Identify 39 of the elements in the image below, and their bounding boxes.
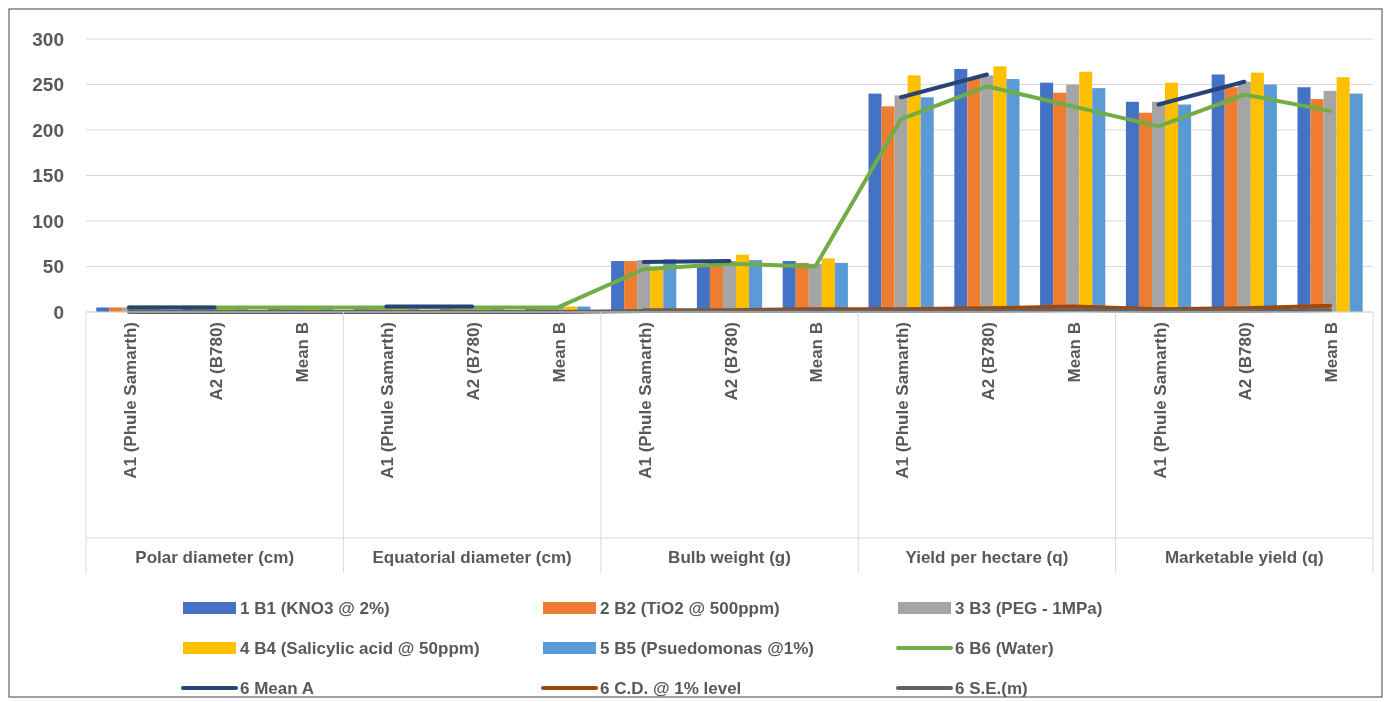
text: Marketable yield (q) (1164, 548, 1324, 567)
legend-label: 5 B5 (Psuedomonas @1%) (600, 638, 815, 658)
y-tick-label: 300 (32, 28, 64, 50)
legend-label: 6 S.E.(m) (955, 678, 1028, 698)
x-tick-label: A2 (B780) (721, 322, 741, 401)
x-tick-label: A2 (B780) (1236, 322, 1256, 401)
x-tick-label: A2 (B780) (206, 322, 226, 401)
y-tick-label: 200 (32, 119, 64, 141)
x-tick-label: A1 (Phule Samarth) (635, 322, 655, 479)
x-tick-label: A1 (Phule Samarth) (1150, 322, 1170, 479)
y-tick-label: 100 (32, 210, 64, 232)
x-tick-label: A2 (B780) (464, 322, 484, 401)
text: Bulb weight (g) (668, 548, 791, 567)
bar (1336, 77, 1350, 312)
x-tick-label: A1 (Phule Samarth) (120, 322, 140, 479)
bar (1323, 90, 1337, 312)
y-tick-label: 50 (42, 256, 64, 278)
bar (1349, 93, 1363, 312)
legend-label: 1 B1 (KNO3 @ 2%) (240, 598, 390, 618)
text: Polar diameter (cm) (135, 548, 295, 567)
y-tick-label: 0 (53, 301, 64, 323)
legend-label: 4 B4 (Salicylic acid @ 50ppm) (240, 638, 480, 658)
x-tick-label: Mean B (807, 322, 827, 383)
legend-label: 3 B3 (PEG - 1MPa) (955, 598, 1103, 618)
x-tick-label: Mean B (292, 322, 312, 383)
legend-label: 2 B2 (TiO2 @ 500ppm) (600, 598, 780, 618)
legend-label: 6 B6 (Water) (955, 638, 1054, 658)
legend-label: 6 Mean A (240, 678, 315, 698)
x-tick-label: Mean B (549, 322, 569, 383)
x-tick-label: A1 (Phule Samarth) (378, 322, 398, 479)
x-tick-label: Mean B (1064, 322, 1084, 383)
x-tick-label: Mean B (1322, 322, 1342, 383)
text: Yield per hectare (q) (905, 548, 1069, 567)
x-tick-label: A2 (B780) (978, 322, 998, 401)
x-tick-label: A1 (Phule Samarth) (893, 322, 913, 479)
y-tick-label: 150 (32, 165, 64, 187)
text: Equatorial diameter (cm) (372, 548, 572, 567)
y-tick-label: 250 (32, 74, 64, 96)
legend-label: 6 C.D. @ 1% level (600, 678, 742, 698)
